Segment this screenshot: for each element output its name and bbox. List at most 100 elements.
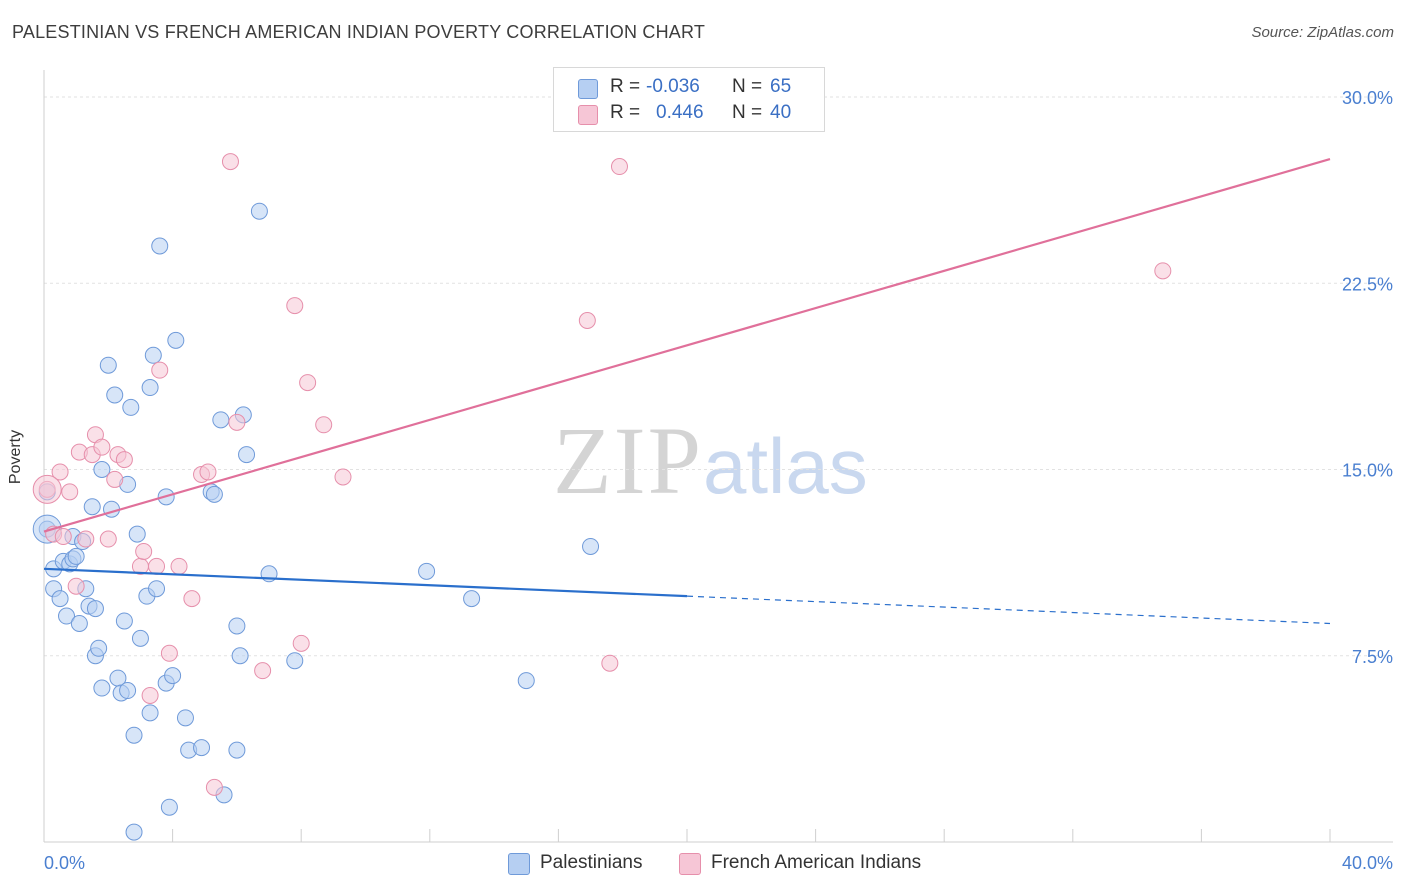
grid <box>44 96 1393 657</box>
french-american-indians-point <box>51 463 69 481</box>
french-american-indians-point <box>228 413 246 431</box>
palestinians-point <box>212 411 230 429</box>
palestinians-point <box>51 590 69 608</box>
french-american-indians-point <box>205 778 223 796</box>
x-tick-label: 0.0% <box>44 853 85 873</box>
palestinians-trend-extension <box>686 595 1331 625</box>
french-american-indians-point <box>221 153 239 171</box>
french-american-indians-point <box>1154 262 1172 280</box>
palestinians-point <box>238 446 256 464</box>
palestinians-point <box>115 612 133 630</box>
french-american-indians-point <box>99 530 117 548</box>
palestinians-point <box>160 798 178 816</box>
palestinians-point <box>106 386 124 404</box>
french-american-indians-point <box>54 528 72 546</box>
french-american-indians-point <box>299 374 317 392</box>
y-tick-label: 30.0% <box>1342 88 1393 108</box>
legend-label: Palestinians <box>540 852 643 873</box>
palestinians-point <box>131 629 149 647</box>
palestinians-point <box>151 237 169 255</box>
palestinians-point <box>463 590 481 608</box>
french-american-indians-point <box>601 654 619 672</box>
palestinians-point <box>90 639 108 657</box>
french-american-indians-point <box>254 662 272 680</box>
palestinians-point <box>193 739 211 757</box>
palestinians-point <box>125 823 143 841</box>
series-legend: Palestinians French American Indians <box>0 852 1406 876</box>
r-value: -0.036 <box>646 76 700 97</box>
x-tick-label: 40.0% <box>1342 853 1393 873</box>
french-american-indians-point <box>115 451 133 469</box>
palestinians-point <box>86 600 104 618</box>
french-american-indians-point <box>148 557 166 575</box>
palestinians-point <box>122 398 140 416</box>
palestinians-trend-line <box>43 567 688 598</box>
palestinians-point <box>144 346 162 364</box>
palestinians-point <box>176 709 194 727</box>
french-american-indians-point <box>160 644 178 662</box>
french-american-indians-point <box>135 542 153 560</box>
y-tick-label: 7.5% <box>1352 647 1393 667</box>
palestinians-point <box>418 562 436 580</box>
n-label: N = <box>732 76 763 97</box>
data-points <box>32 93 1172 841</box>
palestinians-point <box>103 500 121 518</box>
palestinians-point <box>141 379 159 397</box>
palestinians-point <box>67 547 85 565</box>
tick-labels: 7.5% 15.0% 22.5% 30.0% 0.0% 40.0% <box>44 88 1393 873</box>
french-american-indians-point <box>334 468 352 486</box>
french-american-indians-point <box>199 463 217 481</box>
axes <box>43 70 1393 843</box>
watermark-zip: ZIP <box>553 407 703 514</box>
palestinians-point <box>205 485 223 503</box>
french-american-indians-point <box>183 590 201 608</box>
stats-legend: R = -0.036 N = 65 R = 0.446 N = 40 <box>553 67 825 132</box>
french-american-indians-point <box>610 158 628 176</box>
french-american-indians-point <box>106 470 124 488</box>
y-tick-label: 22.5% <box>1342 274 1393 294</box>
palestinians-swatch <box>578 79 598 99</box>
legend-label: French American Indians <box>711 852 922 873</box>
watermark-atlas: atlas <box>703 422 868 510</box>
y-axis-label: Poverty <box>7 429 24 485</box>
watermark: ZIPatlas <box>553 405 868 516</box>
palestinians-point <box>582 537 600 555</box>
palestinians-point <box>141 704 159 722</box>
french-american-indians-point <box>292 634 310 652</box>
trend-lines <box>43 158 1331 625</box>
french-american-indians-trend-line <box>43 158 1331 533</box>
palestinians-point <box>231 647 249 665</box>
palestinians-point <box>228 741 246 759</box>
r-label: R = <box>610 76 641 97</box>
palestinians-point <box>93 679 111 697</box>
palestinians-point <box>125 726 143 744</box>
french-american-indians-swatch <box>578 105 598 125</box>
palestinians-point <box>119 682 137 700</box>
palestinians-point <box>286 652 304 670</box>
palestinians-point <box>99 356 117 374</box>
r-value: 0.446 <box>656 102 704 123</box>
n-value: 40 <box>770 102 792 123</box>
french-american-indians-point <box>578 312 596 329</box>
french-american-indians-point <box>61 483 79 501</box>
palestinians-point <box>128 525 146 543</box>
palestinians-point <box>58 607 76 625</box>
palestinians-point <box>93 461 111 478</box>
palestinians-point <box>167 331 185 349</box>
palestinians-point <box>148 580 166 598</box>
french-american-indians-point <box>170 557 188 575</box>
palestinians-point <box>83 498 101 516</box>
french-american-indians-point <box>315 416 333 434</box>
n-label: N = <box>732 102 763 123</box>
palestinians-point <box>250 202 268 220</box>
french-american-indians-point <box>93 438 111 456</box>
french-american-indians-swatch <box>679 853 701 875</box>
french-american-indians-point <box>141 686 159 704</box>
palestinians-point <box>164 667 182 685</box>
source-label: Source: ZipAtlas.com <box>1251 24 1394 41</box>
palestinians-swatch <box>508 853 530 875</box>
y-tick-label: 15.0% <box>1342 461 1393 481</box>
n-value: 65 <box>770 76 792 97</box>
palestinians-point <box>228 617 246 635</box>
